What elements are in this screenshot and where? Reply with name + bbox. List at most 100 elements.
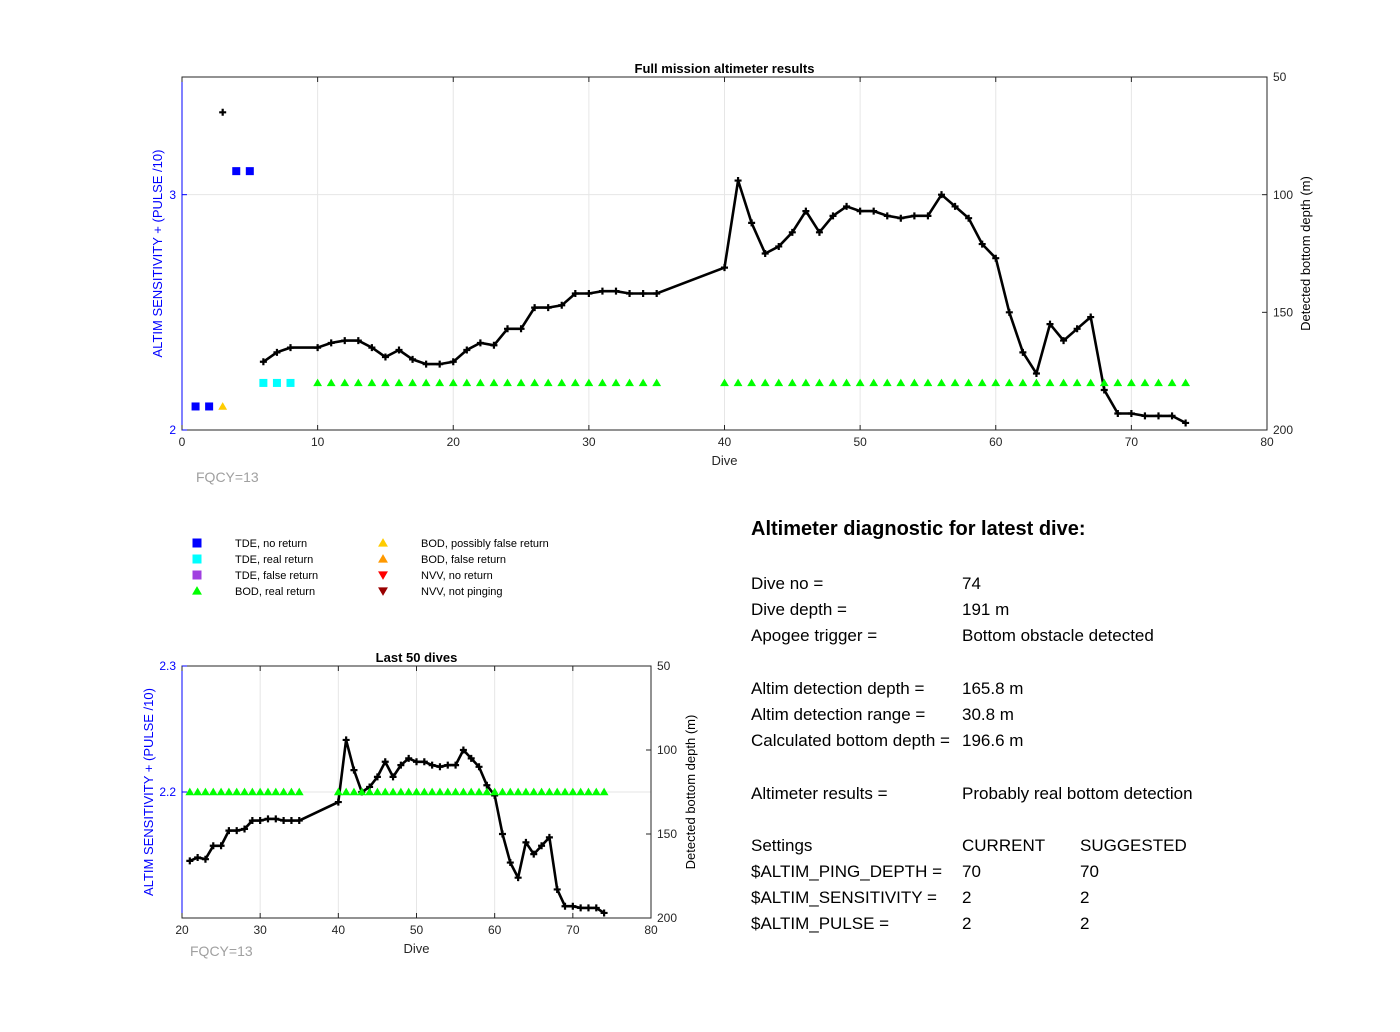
marker-tde-real-return <box>259 378 268 387</box>
grid-lines <box>182 77 1267 430</box>
x-axis-label: Dive <box>403 941 429 956</box>
depth-point <box>381 353 389 361</box>
marker-bod-real-return <box>513 787 523 796</box>
chart-title: Last 50 dives <box>376 650 458 665</box>
depth-point <box>476 339 484 347</box>
depth-point <box>413 758 420 766</box>
marker-bod-real-return <box>1004 378 1014 387</box>
left-tick-label: 3 <box>169 188 176 202</box>
left-tick-label: 2.2 <box>159 785 176 799</box>
depth-point <box>506 859 514 867</box>
marker-bod-real-return <box>1032 378 1041 387</box>
marker-bod-real-return <box>333 787 343 796</box>
depth-point <box>287 817 295 825</box>
depth-point <box>490 341 498 349</box>
marker-bod-real-return <box>353 378 363 387</box>
marker-bod-real-return <box>599 787 609 796</box>
dive-depth-label: Dive depth = <box>751 600 847 620</box>
marker-bod-real-return <box>1072 378 1082 387</box>
apogee-value: Bottom obstacle detected <box>962 626 1154 646</box>
marker-bod-real-return <box>482 787 492 796</box>
marker-bod-possibly-false-return <box>218 402 228 410</box>
marker-bod-real-return <box>1059 378 1068 387</box>
depth-point <box>342 736 350 744</box>
depth-point <box>225 827 233 835</box>
depth-point <box>217 842 225 850</box>
marker-bod-real-return <box>340 378 350 387</box>
marker-bod-real-return <box>287 787 296 796</box>
depth-point <box>1141 412 1149 420</box>
depth-point <box>592 904 600 912</box>
x-tick-label: 50 <box>410 923 424 937</box>
depth-point <box>544 304 552 312</box>
right-tick-label: 100 <box>657 743 677 757</box>
x-tick-label: 20 <box>175 923 189 937</box>
marker-bod-real-return <box>412 787 421 796</box>
x-tick-label: 80 <box>644 923 658 937</box>
right-axis-label: Detected bottom depth (m) <box>1298 176 1313 331</box>
marker-bod-real-return <box>201 787 210 796</box>
marker-bod-real-return <box>443 787 453 796</box>
marker-bod-real-return <box>505 787 515 796</box>
x-tick-label: 40 <box>718 435 732 449</box>
depth-point <box>373 773 381 781</box>
x-tick-label: 50 <box>853 435 867 449</box>
depth-point <box>452 761 460 769</box>
legend-marker-bod-possibly-false-return <box>378 538 388 547</box>
results-row: Altimeter results = Probably real bottom… <box>751 781 1193 807</box>
marker-bod-real-return <box>394 378 404 387</box>
depth-point <box>612 287 620 295</box>
pulse-row: $ALTIM_PULSE = 2 2 <box>751 911 1193 937</box>
left-axis-label: ALTIM SENSITIVITY + (PULSE /10) <box>150 150 165 358</box>
calculated-depth-value: 196.6 m <box>962 731 1024 751</box>
marker-bod-real-return <box>842 378 851 387</box>
marker-bod-real-return <box>1181 378 1191 387</box>
marker-bod-real-return <box>380 787 390 796</box>
x-tick-label: 60 <box>989 435 1003 449</box>
depth-point <box>368 344 376 352</box>
depth-point <box>910 212 918 220</box>
legend-label: BOD, real return <box>235 586 315 598</box>
depth-point <box>584 904 592 912</box>
x-tick-label: 30 <box>582 435 596 449</box>
marker-bod-real-return <box>490 787 500 796</box>
depth-point <box>522 838 530 846</box>
sensitivity-label: $ALTIM_SENSITIVITY = <box>751 888 937 908</box>
depth-point <box>992 254 1000 262</box>
depth-point <box>467 754 475 762</box>
depth-point <box>938 191 945 199</box>
depth-point <box>561 902 569 910</box>
marker-bod-real-return <box>815 378 824 387</box>
detection-depth-label: Altim detection depth = <box>751 678 925 698</box>
marker-bod-real-return <box>373 787 382 796</box>
depth-point <box>626 290 634 298</box>
depth-point <box>287 344 294 352</box>
chart-title: Full mission altimeter results <box>635 61 815 76</box>
marker-bod-real-return <box>747 378 757 387</box>
marker-bod-real-return <box>224 787 234 796</box>
marker-bod-real-return <box>611 378 621 387</box>
marker-bod-real-return <box>964 378 974 387</box>
right-tick-label: 100 <box>1273 188 1293 202</box>
x-tick-label: 70 <box>1125 435 1139 449</box>
left-tick-label: 2 <box>169 423 176 437</box>
depth-point <box>569 902 577 910</box>
right-tick-label: 200 <box>657 911 677 925</box>
legend-marker-tde-no-return <box>192 538 202 548</box>
depth-point <box>734 177 742 185</box>
depth-point <box>883 212 891 220</box>
results-label: Altimeter results = <box>751 783 888 803</box>
marker-bod-real-return <box>185 787 195 796</box>
depth-point <box>843 202 851 210</box>
x-tick-label: 70 <box>566 923 580 937</box>
marker-tde-no-return <box>205 402 214 411</box>
right-tick-label: 200 <box>1273 423 1293 437</box>
marker-bod-real-return <box>216 787 226 796</box>
depth-point <box>498 830 506 838</box>
depth-point <box>397 761 405 769</box>
depth-point <box>653 290 661 298</box>
depth-point <box>475 763 483 771</box>
depth-point <box>186 857 194 865</box>
marker-bod-real-return <box>448 378 458 387</box>
